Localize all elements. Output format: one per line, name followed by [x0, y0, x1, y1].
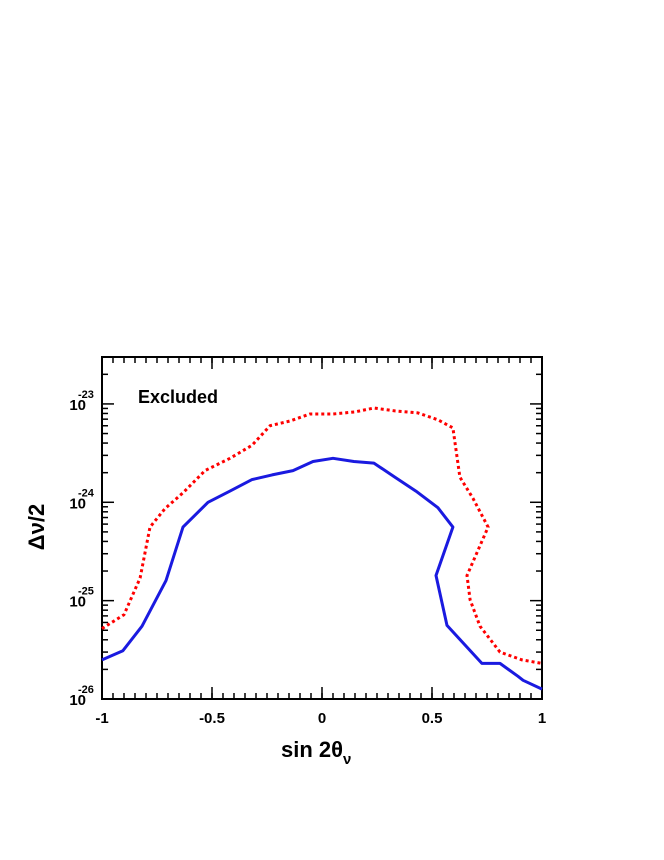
series-line — [101, 406, 543, 665]
y-axis-label: Δν/2 — [24, 504, 49, 550]
y-tick-base: 10 — [69, 594, 86, 611]
y-tick-base: 10 — [69, 397, 86, 414]
y-tick-label: 10 — [69, 495, 86, 512]
y-tick-label: 10 — [69, 397, 86, 414]
y-tick-exponent: -25 — [78, 586, 94, 598]
plot-frame — [101, 356, 543, 700]
y-tick-base: 10 — [69, 495, 86, 512]
x-tick-label: 0 — [318, 710, 326, 727]
x-axis-label-subscript: ν — [343, 751, 351, 768]
x-tick-label: 0.5 — [422, 710, 443, 727]
x-axis-label: sin 2θν — [281, 737, 351, 768]
y-tick-exponent: -24 — [78, 487, 95, 499]
y-tick-exponent: -26 — [78, 684, 94, 696]
x-tick-label: 1 — [538, 710, 546, 727]
y-tick-base: 10 — [69, 692, 86, 709]
y-tick-label: 10 — [69, 692, 86, 709]
x-tick-label: -1 — [95, 710, 108, 727]
x-tick-label: -0.5 — [199, 710, 225, 727]
y-tick-exponent: -23 — [78, 389, 94, 401]
y-tick-label: 10 — [69, 594, 86, 611]
series-line — [101, 456, 543, 691]
annotation: Excluded — [138, 387, 218, 407]
x-axis-label-text: sin 2θ — [281, 737, 343, 762]
